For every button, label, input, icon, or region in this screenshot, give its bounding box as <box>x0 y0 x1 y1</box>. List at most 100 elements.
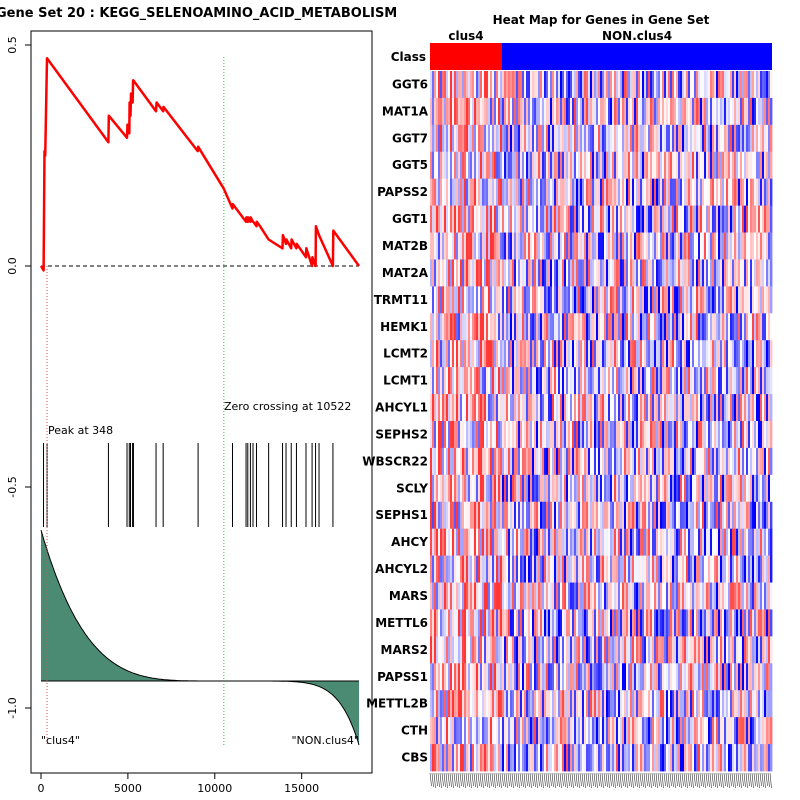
heatmap-row-ahcyl1 <box>430 394 773 422</box>
heatmap-cell <box>656 717 659 745</box>
heatmap-cell <box>646 394 649 422</box>
heatmap-cell <box>478 340 481 368</box>
heatmap-cell <box>648 555 651 583</box>
heatmap-cell <box>746 474 749 503</box>
heatmap-cell <box>466 421 469 449</box>
heatmap-cell <box>474 394 477 422</box>
heatmap-cell <box>670 313 673 341</box>
heatmap-cell <box>462 447 465 476</box>
heatmap-cell <box>636 367 639 395</box>
heatmap-cell <box>654 528 657 557</box>
heatmap-cell <box>552 447 555 476</box>
heatmap-cell <box>588 340 591 368</box>
heatmap-cell <box>686 555 689 583</box>
heatmap-cell <box>710 178 713 207</box>
heatmap-cell <box>628 151 631 180</box>
heatmap-cell <box>748 340 751 368</box>
heatmap-cell <box>736 717 739 745</box>
heatmap-cell <box>674 232 677 260</box>
heatmap-cell <box>548 394 551 422</box>
heatmap-cell <box>610 447 613 476</box>
heatmap-cell <box>586 286 589 314</box>
heatmap-cell <box>550 367 553 395</box>
heatmap-cell <box>532 501 535 530</box>
heatmap-row-mars <box>430 582 773 610</box>
heatmap-cell <box>496 340 499 368</box>
heatmap-cell <box>494 744 497 772</box>
heatmap-cell <box>468 340 471 368</box>
heatmap-cell <box>564 340 567 368</box>
heatmap-cell <box>762 71 765 99</box>
heatmap-cell <box>734 636 737 664</box>
heatmap-cell <box>548 286 551 314</box>
heatmap-cell <box>560 555 563 583</box>
heatmap-cell <box>554 528 557 557</box>
heatmap-cell <box>466 474 469 503</box>
sample-label-mark <box>563 772 566 788</box>
heatmap-cell <box>730 528 733 557</box>
heatmap-cell <box>474 501 477 530</box>
heatmap-cell <box>618 501 621 530</box>
heatmap-cell <box>578 71 581 99</box>
heatmap-cell <box>550 286 553 314</box>
heatmap-cell <box>430 555 433 583</box>
heatmap-cell <box>604 259 607 287</box>
heatmap-cell <box>626 205 629 233</box>
heatmap-cell <box>698 178 701 207</box>
heatmap-cell <box>678 555 681 583</box>
heatmap-cell <box>676 97 679 126</box>
heatmap-cell <box>674 474 677 503</box>
heatmap-cell <box>478 71 481 99</box>
heatmap-cell <box>590 582 593 610</box>
heatmap-cell <box>464 97 467 126</box>
heatmap-cell <box>478 367 481 395</box>
heatmap-cell <box>700 609 703 637</box>
heatmap-cell <box>556 286 559 314</box>
heatmap-cell <box>768 178 771 207</box>
heatmap-cell <box>520 178 523 207</box>
heatmap-cell <box>738 717 741 745</box>
heatmap-cell <box>610 178 613 207</box>
heatmap-cell <box>674 636 677 664</box>
sample-label-mark <box>677 772 680 788</box>
heatmap-cell <box>688 717 691 745</box>
heatmap-cell <box>764 313 767 341</box>
heatmap-cell <box>710 232 713 260</box>
heatmap-cell <box>634 286 637 314</box>
heatmap-cell <box>528 259 531 287</box>
heatmap-cell <box>538 609 541 637</box>
sample-label-mark <box>673 772 676 789</box>
heatmap-cell <box>554 447 557 476</box>
heatmap-cell <box>542 367 545 395</box>
heatmap-cell <box>694 205 697 233</box>
heatmap-cell <box>518 178 521 207</box>
heatmap-cell <box>756 690 759 718</box>
heatmap-cell <box>474 205 477 233</box>
heatmap-cell <box>624 744 627 772</box>
heatmap-cell <box>544 205 547 233</box>
heatmap-cell <box>704 717 707 745</box>
heatmap-cell <box>656 124 659 153</box>
heatmap-cell <box>768 528 771 557</box>
heatmap-cell <box>466 717 469 745</box>
heatmap-cell <box>470 717 473 745</box>
heatmap-cell <box>462 367 465 395</box>
heatmap-cell <box>510 474 513 503</box>
heatmap-row-lcmt2 <box>430 340 773 368</box>
heatmap-cell <box>536 582 539 610</box>
heatmap-cell <box>762 636 765 664</box>
heatmap-cell <box>712 205 715 233</box>
heatmap-cell <box>460 151 463 180</box>
heatmap-cell <box>666 97 669 126</box>
heatmap-cell <box>564 394 567 422</box>
heatmap-cell <box>618 555 621 583</box>
heatmap-cell <box>488 71 491 99</box>
heatmap-cell <box>518 259 521 287</box>
heatmap-cell <box>570 555 573 583</box>
heatmap-cell <box>742 340 745 368</box>
heatmap-cell <box>604 582 607 610</box>
sample-label-mark <box>623 772 626 788</box>
heatmap-cell <box>502 313 505 341</box>
heatmap-cell <box>598 636 601 664</box>
heatmap-cell <box>566 663 569 691</box>
